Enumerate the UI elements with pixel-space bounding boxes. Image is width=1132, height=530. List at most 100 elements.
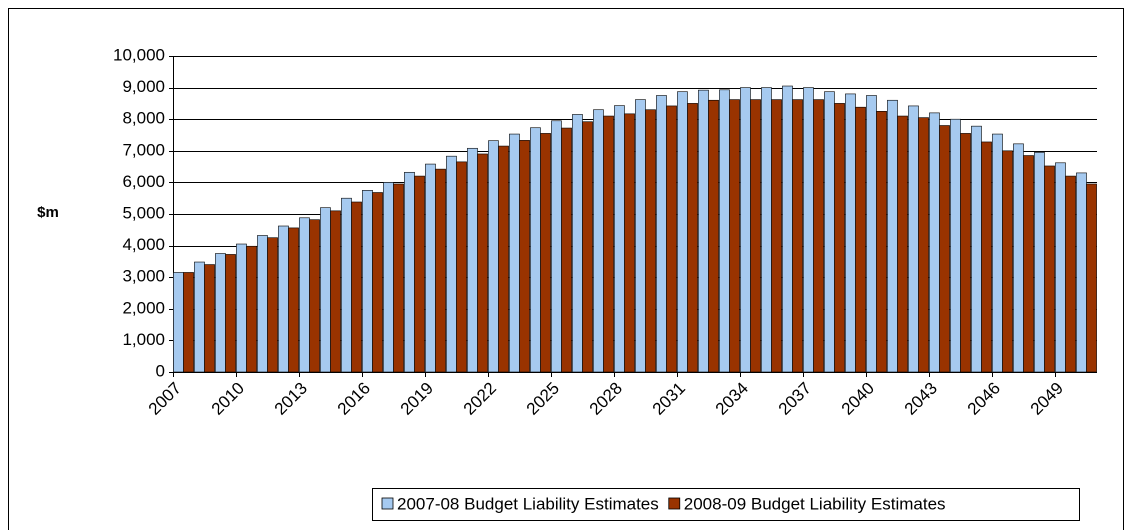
bar [1076,172,1087,373]
bar [236,243,247,373]
bar [656,95,667,373]
bar [782,85,793,373]
bar [971,125,982,373]
bar [855,106,866,373]
legend [372,488,1080,521]
bar [876,111,887,373]
bar [393,183,404,373]
bar [1034,152,1045,373]
bar [267,237,278,373]
bar [666,105,677,373]
bar [341,197,352,373]
y-tick-label: 7,000 [122,140,165,159]
bar [1023,155,1034,373]
bar [257,235,268,373]
bar [299,217,310,373]
bar [908,105,919,373]
bar [204,264,215,373]
bar [866,95,877,373]
bar [981,141,992,373]
legend-swatch [668,497,681,510]
bar [687,103,698,373]
bar [939,125,950,373]
bar [897,115,908,373]
bar [603,115,614,373]
y-tick-label: 0 [156,361,165,380]
bar [309,219,320,373]
bar [708,99,719,373]
bar [677,91,688,373]
y-tick-label: 6,000 [122,172,165,191]
bar [582,121,593,373]
bar [960,133,971,373]
bar [246,245,257,373]
bar [278,225,289,373]
y-tick-label: 10,000 [113,45,165,64]
bar [467,147,478,373]
bar [435,168,446,373]
bar [845,93,856,373]
y-tick-label: 4,000 [122,235,165,254]
bar [645,109,656,373]
bar [351,201,362,373]
bar [425,163,436,373]
bar [803,87,814,373]
bar [792,99,803,373]
bar [288,227,299,373]
bar [624,113,635,373]
bar [929,112,940,373]
bar [740,87,751,373]
bar [1044,165,1055,373]
bar [918,117,929,373]
bar [446,155,457,373]
bar [1002,150,1013,373]
bar [530,127,541,373]
bar [729,99,740,373]
bar [992,133,1003,373]
bar [1086,183,1097,373]
bar [771,99,782,373]
bar [320,207,331,373]
bar [593,109,604,373]
y-tick-label: 8,000 [122,109,165,128]
bar [362,190,373,373]
bar [509,133,520,373]
bar [519,140,530,373]
bar [215,253,226,373]
bar [887,99,898,373]
bar [477,153,488,373]
bar [225,254,236,373]
y-tick-label: 9,000 [122,77,165,96]
bar [551,120,562,373]
bar [824,91,835,373]
bar [194,261,205,373]
bar [173,272,184,373]
bar [1013,143,1024,373]
bar [834,103,845,373]
bar [561,127,572,373]
y-tick-label: 1,000 [122,330,165,349]
bar [456,161,467,373]
bar [540,133,551,373]
y-tick-label: 5,000 [122,203,165,222]
legend-swatch [381,497,394,510]
bar [813,99,824,373]
bar [614,105,625,373]
bar [404,171,415,373]
y-tick-label: 3,000 [122,267,165,286]
bar [183,272,194,373]
bar [572,114,583,373]
bar [719,89,730,373]
bar [1055,162,1066,373]
bar [372,192,383,373]
bar [950,118,961,373]
bar [488,140,499,373]
bar [750,99,761,373]
bar [383,182,394,373]
y-axis-label: $m [37,204,59,221]
legend-label: 2007-08 Budget Liability Estimates [397,494,659,513]
bar [498,145,509,373]
bar [414,175,425,373]
bar [330,210,341,373]
